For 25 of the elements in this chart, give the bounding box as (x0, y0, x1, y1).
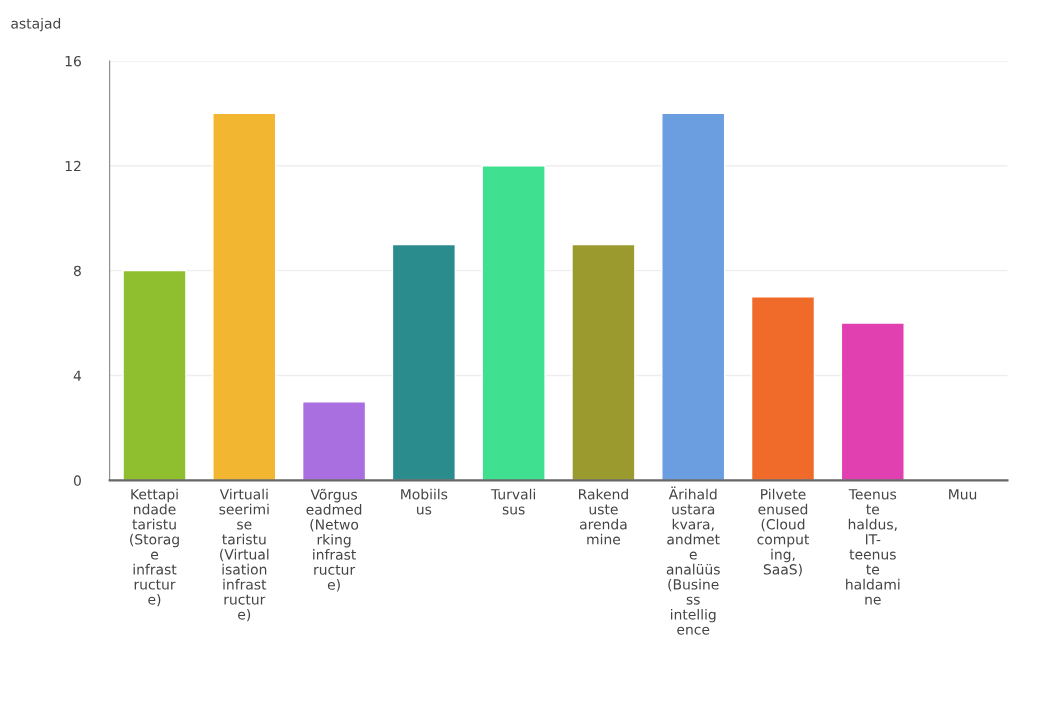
y-tick-label: 0 (73, 475, 81, 486)
x-tick-label: Pilvete enused (Cloud comput ing, SaaS) (757, 488, 810, 577)
bar (391, 243, 456, 481)
bar (122, 269, 187, 481)
bar (212, 112, 277, 481)
bar (661, 112, 726, 481)
y-tick-label: 8 (73, 265, 81, 277)
x-tick-label: Mobiils us (401, 488, 448, 515)
y-tick-label: 4 (73, 370, 82, 381)
x-tick-label: Kettapi ndade taristu (Storag e infrast ructur e) (130, 488, 179, 607)
x-tick-label: Teenus te haldus, IT- teenus te haldami ne (846, 489, 900, 605)
category-label: Ärihald ustara kvara, andmet e analüüs (Busine ss intellig ence (666, 486, 720, 635)
y-tick-label: 12 (65, 160, 81, 172)
y-tick-label: 16 (65, 55, 81, 67)
x-tick-label: Võrgus eadmed (Netwo rking infrast ructur e) (306, 488, 362, 592)
x-tick-label: Rakend uste arenda mine (579, 488, 628, 545)
x-tick-label: Muu (949, 489, 977, 500)
y-axis-title: astajad (11, 17, 61, 32)
bar (301, 401, 367, 481)
category-label: Virtuali seerimi se taristu (Virtual isation infrast ructur e) (219, 488, 269, 622)
bar (750, 296, 816, 481)
bar (571, 243, 636, 481)
bar (840, 322, 905, 481)
x-tick-label: Turvali sus (490, 488, 536, 515)
bar (481, 165, 546, 481)
